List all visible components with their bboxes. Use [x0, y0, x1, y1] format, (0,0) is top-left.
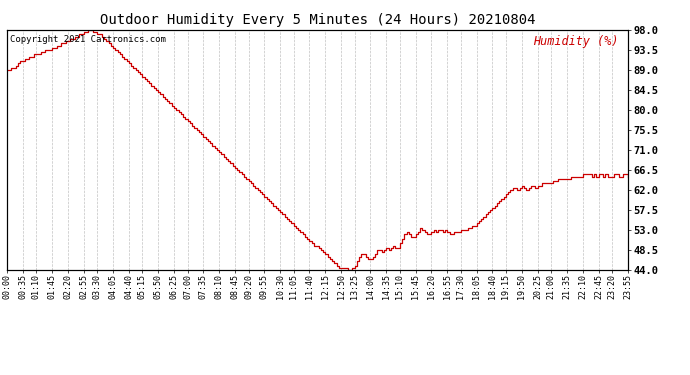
Text: Humidity (%): Humidity (%) [533, 35, 618, 48]
Title: Outdoor Humidity Every 5 Minutes (24 Hours) 20210804: Outdoor Humidity Every 5 Minutes (24 Hou… [99, 13, 535, 27]
Text: Copyright 2021 Cartronics.com: Copyright 2021 Cartronics.com [10, 35, 166, 44]
